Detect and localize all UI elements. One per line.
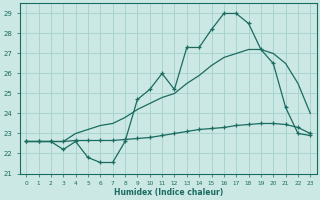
X-axis label: Humidex (Indice chaleur): Humidex (Indice chaleur) xyxy=(114,188,223,197)
